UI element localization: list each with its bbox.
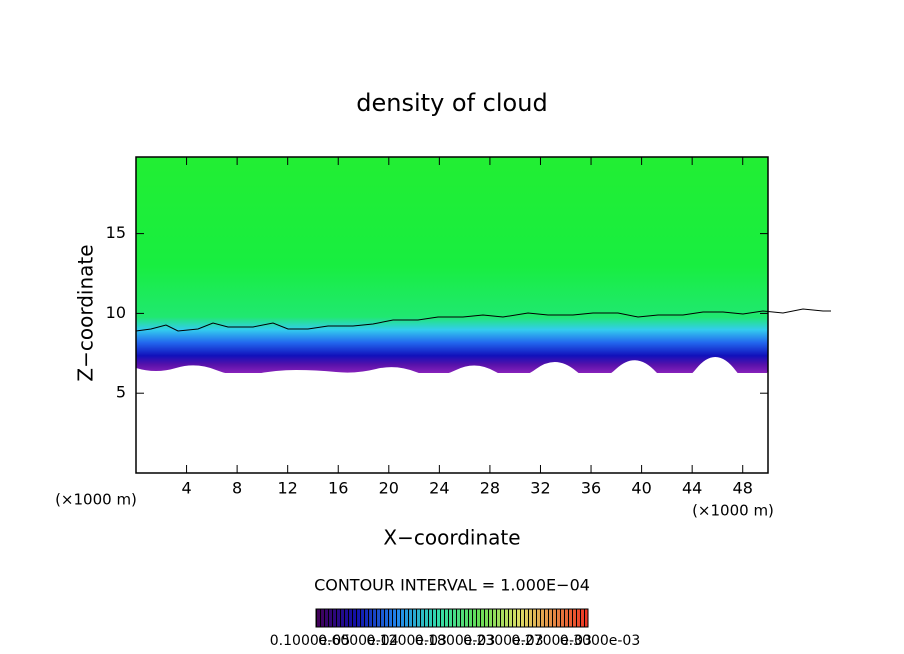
field bbox=[136, 157, 768, 373]
colorbar-label: 0.6000e-04 bbox=[318, 633, 399, 649]
x-tick-label: 48 bbox=[733, 479, 753, 498]
colorbar-frame bbox=[315, 608, 589, 628]
y-tick-label: 5 bbox=[116, 383, 126, 402]
plot-frame bbox=[135, 156, 769, 474]
x-unit-label: (×1000 m) bbox=[692, 502, 774, 520]
colorbar-label: 0.1000e-05 bbox=[270, 633, 350, 649]
contour-line bbox=[135, 308, 831, 332]
x-tick-label: 4 bbox=[181, 479, 191, 498]
x-tick-label: 36 bbox=[581, 479, 601, 498]
y-tick-label: 10 bbox=[106, 303, 126, 322]
x-tick-label: 40 bbox=[631, 479, 651, 498]
x-tick-label: 16 bbox=[328, 479, 348, 498]
x-tick-label: 44 bbox=[682, 479, 702, 498]
x-tick-label: 12 bbox=[278, 479, 298, 498]
x-tick-label: 8 bbox=[232, 479, 242, 498]
colorbar-label: 0.1200e-03 bbox=[366, 633, 446, 649]
field-edge bbox=[136, 356, 768, 385]
x-axis-label: X−coordinate bbox=[383, 526, 520, 550]
x-tick-label: 32 bbox=[530, 479, 550, 498]
x-tick-label: 20 bbox=[379, 479, 399, 498]
x-tick-label: 24 bbox=[429, 479, 449, 498]
contour-interval: CONTOUR INTERVAL = 1.000E−04 bbox=[314, 576, 590, 595]
y-tick-label: 15 bbox=[106, 223, 126, 242]
x-tick-label: 28 bbox=[480, 479, 500, 498]
colorbar-label: 0.2700e-03 bbox=[511, 633, 591, 649]
colorbar-label: 0.3000e-03 bbox=[560, 633, 640, 649]
colorbar-label: 0.2300e-03 bbox=[463, 633, 543, 649]
chart-title: density of cloud bbox=[356, 89, 547, 117]
colorbar-stripes bbox=[316, 609, 588, 627]
y-axis-label: Z−coordinate bbox=[74, 244, 98, 381]
x-unit-label: (×1000 m) bbox=[55, 491, 137, 509]
colorbar-label: 0.1800e-03 bbox=[415, 633, 495, 649]
